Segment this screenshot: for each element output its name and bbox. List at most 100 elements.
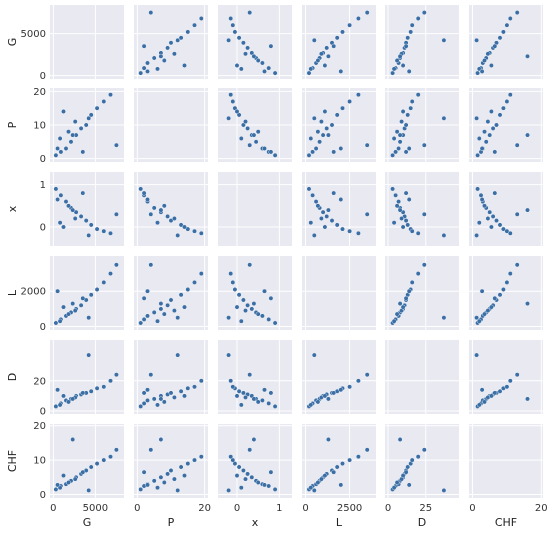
panel-P-vs-CHF <box>469 88 543 162</box>
data-point <box>400 63 406 68</box>
data-point <box>80 295 86 301</box>
data-point <box>488 63 494 68</box>
data-point <box>490 213 496 219</box>
data-point <box>324 125 330 131</box>
data-point <box>185 385 191 391</box>
data-point <box>394 480 400 485</box>
panel-background <box>469 172 543 246</box>
data-point <box>243 119 248 125</box>
data-point <box>492 390 498 396</box>
x-tick-label: 0 <box>234 503 240 514</box>
data-point <box>182 473 187 478</box>
data-point <box>228 271 234 276</box>
data-point <box>138 186 144 192</box>
data-point <box>334 112 340 118</box>
data-point <box>234 393 240 399</box>
data-point <box>236 35 242 41</box>
data-point <box>338 146 344 151</box>
data-point <box>409 228 415 234</box>
data-point <box>158 474 164 480</box>
data-point <box>178 292 184 298</box>
data-point <box>249 50 255 56</box>
data-point <box>364 447 370 453</box>
data-point <box>324 213 330 219</box>
data-point <box>475 186 480 192</box>
data-point <box>474 232 479 238</box>
data-point <box>415 454 421 460</box>
data-point <box>236 112 242 118</box>
data-point <box>138 486 144 492</box>
panel-D-vs-G: 0 20 D <box>6 340 124 417</box>
panel-background <box>385 340 459 414</box>
data-point <box>165 45 171 51</box>
panel-P-vs-D <box>385 88 459 162</box>
data-point <box>101 457 107 463</box>
data-point <box>171 216 177 221</box>
data-point <box>236 292 242 298</box>
data-point <box>55 288 60 294</box>
data-point <box>325 207 331 213</box>
panel-CHF-vs-x: 0 1 x <box>218 424 292 529</box>
data-point <box>249 306 255 312</box>
data-point <box>266 65 272 71</box>
data-point <box>315 203 321 209</box>
data-point <box>409 22 415 28</box>
data-point <box>230 99 236 104</box>
panel-D-vs-D <box>385 340 459 414</box>
data-point <box>178 222 184 228</box>
data-point <box>55 146 60 151</box>
data-point <box>255 58 261 63</box>
data-point <box>482 129 487 135</box>
data-point <box>86 115 92 121</box>
data-point <box>396 146 401 151</box>
data-point <box>507 230 513 236</box>
panel-G-vs-x <box>218 5 292 79</box>
data-point <box>408 105 414 111</box>
data-point <box>406 482 412 488</box>
data-point <box>441 232 447 238</box>
data-point <box>226 37 232 43</box>
data-point <box>198 271 204 276</box>
data-point <box>236 388 242 394</box>
data-point <box>308 485 314 491</box>
data-point <box>255 129 261 135</box>
data-point <box>243 51 248 57</box>
data-point <box>70 207 76 213</box>
data-point <box>325 437 331 442</box>
data-point <box>310 149 315 155</box>
data-point <box>397 437 403 442</box>
data-point <box>403 295 409 301</box>
data-point <box>108 454 113 460</box>
data-point <box>311 232 317 238</box>
panel-P-vs-P <box>134 88 208 162</box>
x-tick-label: 0 <box>302 503 308 514</box>
data-point <box>161 58 167 63</box>
data-point <box>400 224 406 230</box>
data-point <box>338 387 344 393</box>
panel-L-vs-CHF <box>469 256 543 330</box>
data-point <box>72 216 78 221</box>
data-point <box>391 485 397 491</box>
y-axis-label: L <box>6 289 19 296</box>
x-axis-label: P <box>168 516 175 529</box>
data-point <box>500 29 506 35</box>
data-point <box>53 486 59 492</box>
data-point <box>53 152 59 158</box>
x-tick-label: 1 <box>276 503 282 514</box>
data-point <box>474 115 479 121</box>
data-point <box>497 388 503 394</box>
data-point <box>338 69 344 74</box>
data-point <box>492 43 498 49</box>
data-point <box>355 16 361 21</box>
data-point <box>83 122 89 128</box>
x-axis-label: x <box>252 516 259 529</box>
data-point <box>226 487 232 493</box>
panel-CHF-vs-D: 0 25 D <box>385 424 459 529</box>
data-point <box>145 69 150 74</box>
data-point <box>228 378 234 384</box>
data-point <box>228 92 234 98</box>
data-point <box>320 209 326 215</box>
y-axis-label: CHF <box>6 450 19 472</box>
data-point <box>114 447 119 453</box>
